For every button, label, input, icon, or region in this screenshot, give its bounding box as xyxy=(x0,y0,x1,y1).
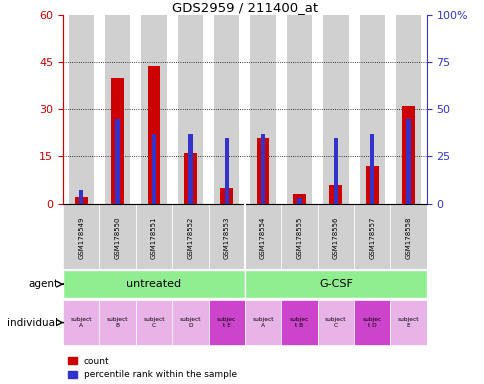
Title: GDS2959 / 211400_at: GDS2959 / 211400_at xyxy=(171,1,318,14)
Text: GSM178558: GSM178558 xyxy=(405,216,411,259)
Text: GSM178550: GSM178550 xyxy=(114,216,121,259)
Bar xyxy=(75,197,88,204)
Bar xyxy=(213,15,239,204)
Bar xyxy=(281,204,317,269)
Bar xyxy=(220,188,233,204)
Bar xyxy=(322,15,348,204)
Bar xyxy=(99,300,136,345)
Text: subjec
t B: subjec t B xyxy=(289,317,308,328)
Bar xyxy=(177,15,203,204)
Text: subject
E: subject E xyxy=(397,317,419,328)
Text: subject
D: subject D xyxy=(179,317,201,328)
Bar xyxy=(188,134,192,204)
Bar xyxy=(115,119,120,204)
Bar xyxy=(244,300,281,345)
Bar xyxy=(99,204,136,269)
Text: GSM178555: GSM178555 xyxy=(296,216,302,259)
Bar xyxy=(250,15,275,204)
Legend: count, percentile rank within the sample: count, percentile rank within the sample xyxy=(67,357,237,379)
Bar xyxy=(256,138,269,204)
Bar xyxy=(244,270,426,298)
Bar xyxy=(208,300,244,345)
Bar xyxy=(401,106,414,204)
Bar xyxy=(317,204,353,269)
Bar xyxy=(281,300,317,345)
Bar xyxy=(63,270,244,298)
Bar xyxy=(390,204,426,269)
Bar xyxy=(111,78,124,204)
Text: subjec
t D: subjec t D xyxy=(362,317,381,328)
Bar xyxy=(244,204,281,269)
Bar xyxy=(333,138,337,204)
Text: untreated: untreated xyxy=(126,278,181,288)
Text: GSM178554: GSM178554 xyxy=(259,216,266,259)
Bar xyxy=(329,185,342,204)
Bar xyxy=(406,119,410,204)
Bar xyxy=(183,153,197,204)
Bar xyxy=(147,66,160,204)
Bar xyxy=(172,300,208,345)
Bar xyxy=(297,198,301,204)
Bar xyxy=(151,134,156,204)
Text: individual: individual xyxy=(7,318,58,328)
Bar xyxy=(353,204,390,269)
Bar xyxy=(141,15,166,204)
Bar xyxy=(63,300,99,345)
Bar xyxy=(63,204,99,269)
Text: subject
A: subject A xyxy=(70,317,92,328)
Text: G-CSF: G-CSF xyxy=(318,278,352,288)
Bar xyxy=(317,300,353,345)
Text: GSM178551: GSM178551 xyxy=(151,216,157,259)
Bar xyxy=(136,204,172,269)
Text: GSM178553: GSM178553 xyxy=(223,216,229,259)
Bar xyxy=(369,134,374,204)
Bar xyxy=(395,15,421,204)
Text: subjec
t E: subjec t E xyxy=(217,317,236,328)
Text: subject
B: subject B xyxy=(106,317,128,328)
Text: agent: agent xyxy=(28,279,58,289)
Bar xyxy=(136,300,172,345)
Bar xyxy=(224,138,228,204)
Text: subject
C: subject C xyxy=(143,317,165,328)
Bar xyxy=(359,15,384,204)
Text: GSM178549: GSM178549 xyxy=(78,216,84,259)
Bar xyxy=(105,15,130,204)
Bar xyxy=(208,204,244,269)
Bar xyxy=(172,204,208,269)
Bar xyxy=(260,134,265,204)
Bar xyxy=(353,300,390,345)
Text: GSM178556: GSM178556 xyxy=(332,216,338,259)
Text: GSM178552: GSM178552 xyxy=(187,216,193,259)
Bar xyxy=(79,190,83,204)
Bar xyxy=(390,300,426,345)
Bar xyxy=(68,15,94,204)
Bar xyxy=(292,194,305,204)
Bar xyxy=(286,15,312,204)
Text: subject
A: subject A xyxy=(252,317,273,328)
Text: subject
C: subject C xyxy=(324,317,346,328)
Bar xyxy=(365,166,378,204)
Text: GSM178557: GSM178557 xyxy=(368,216,375,259)
